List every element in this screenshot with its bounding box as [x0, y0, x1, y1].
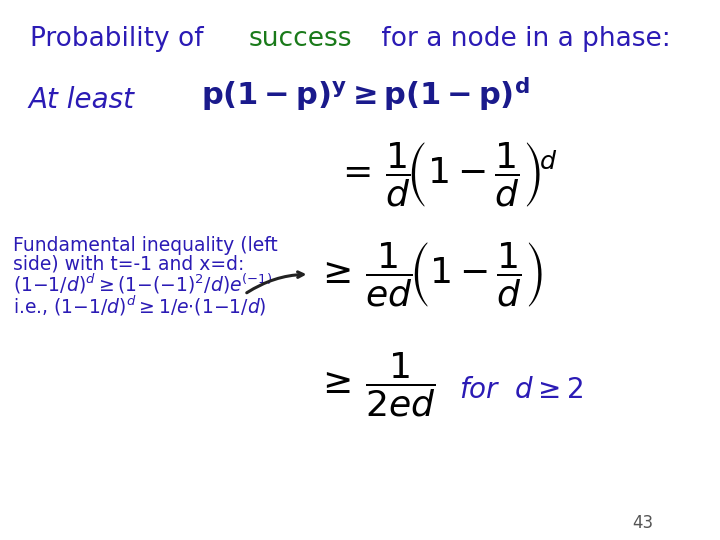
Text: side) with t=-1 and x=d:: side) with t=-1 and x=d: [14, 255, 245, 274]
Text: i.e., $(1\mathregular{-}1/d)^d \geq 1/e{\cdot}(1\mathregular{-}1/d)$: i.e., $(1\mathregular{-}1/d)^d \geq 1/e{… [14, 294, 267, 318]
Text: $=\,\dfrac{1}{d}\!\left(1-\dfrac{1}{d}\right)^{\!d}$: $=\,\dfrac{1}{d}\!\left(1-\dfrac{1}{d}\r… [335, 140, 557, 209]
Text: for  $\mathit{d} \geq 2$: for $\mathit{d} \geq 2$ [459, 376, 583, 404]
Text: Fundamental inequality (left: Fundamental inequality (left [14, 236, 278, 255]
Text: 43: 43 [631, 514, 653, 532]
Text: for a node in a phase:: for a node in a phase: [373, 26, 670, 52]
Text: $\mathbf{p(1-p)^y \geq p(1-p)^d}$: $\mathbf{p(1-p)^y \geq p(1-p)^d}$ [201, 75, 530, 113]
Text: success: success [248, 26, 352, 52]
Text: $(1\mathregular{-}1/d)^d \geq (1\mathregular{-}(\mathregular{-}1)^2/d)e^{(\mathr: $(1\mathregular{-}1/d)^d \geq (1\mathreg… [14, 272, 273, 296]
Text: At least: At least [28, 86, 134, 114]
Text: $\geq\,\dfrac{1}{ed}\!\left(1-\dfrac{1}{d}\right)$: $\geq\,\dfrac{1}{ed}\!\left(1-\dfrac{1}{… [315, 240, 542, 309]
Text: Probability of: Probability of [30, 26, 212, 52]
Text: $\geq\,\dfrac{1}{2ed}$: $\geq\,\dfrac{1}{2ed}$ [315, 351, 436, 420]
